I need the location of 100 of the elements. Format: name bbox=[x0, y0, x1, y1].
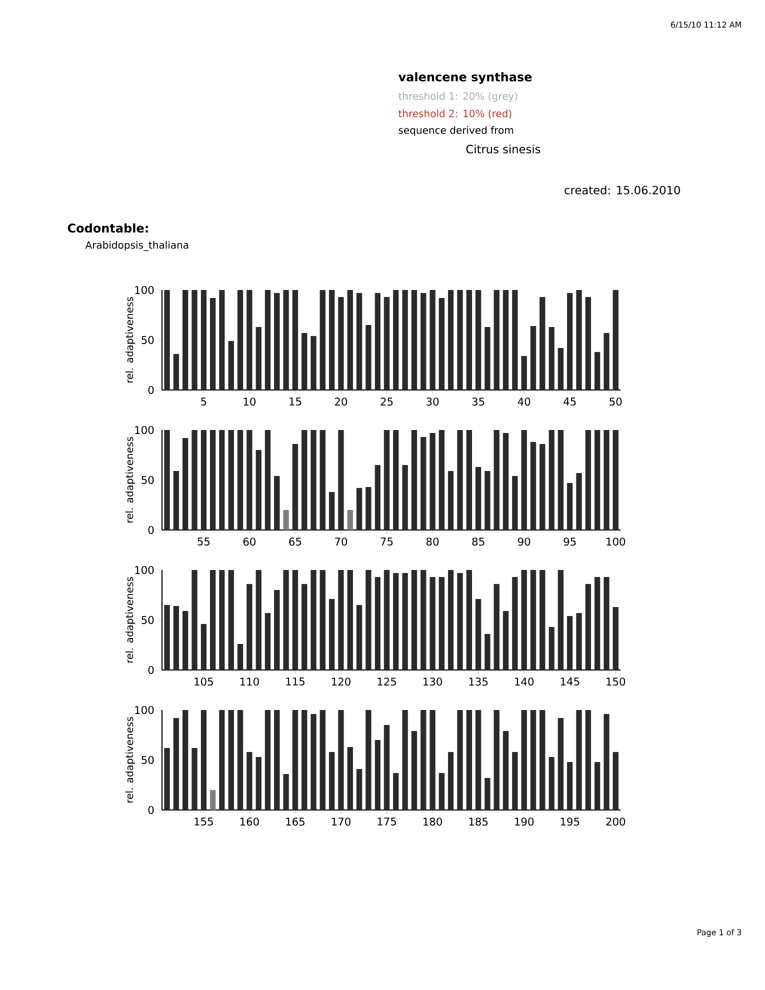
bar bbox=[256, 757, 262, 810]
bar bbox=[246, 584, 252, 670]
bar bbox=[457, 430, 463, 530]
bar bbox=[484, 326, 490, 390]
x-tick-label: 25 bbox=[380, 398, 393, 406]
y-tick-label: 0 bbox=[148, 526, 154, 534]
bar bbox=[612, 607, 618, 670]
bar bbox=[512, 476, 518, 530]
bar bbox=[438, 430, 445, 530]
x-tick-label: 50 bbox=[610, 398, 622, 406]
bar bbox=[430, 576, 436, 670]
y-tick-label: 0 bbox=[148, 386, 154, 394]
bar bbox=[256, 570, 262, 670]
bar bbox=[292, 444, 298, 530]
x-tick-label: 65 bbox=[289, 538, 302, 546]
bar bbox=[521, 430, 527, 530]
bar bbox=[320, 710, 326, 810]
x-tick-label: 140 bbox=[515, 678, 534, 686]
bar bbox=[475, 290, 482, 390]
bar bbox=[402, 464, 408, 530]
bar bbox=[604, 714, 610, 810]
text: Arabidopsis_thaliana bbox=[85, 241, 188, 251]
bar bbox=[393, 773, 399, 810]
bar bbox=[200, 290, 206, 390]
bar bbox=[384, 570, 390, 670]
x-tick-label: 190 bbox=[515, 818, 534, 826]
x-tick-label: 20 bbox=[334, 398, 348, 406]
bar bbox=[448, 470, 454, 530]
bar bbox=[402, 710, 408, 810]
bar bbox=[530, 442, 536, 530]
y-tick-label: 50 bbox=[142, 476, 154, 484]
y-tick-label: 50 bbox=[142, 336, 154, 344]
x-tick-label: 160 bbox=[240, 818, 259, 826]
bar bbox=[274, 292, 280, 390]
bar bbox=[576, 290, 582, 390]
y-tick-label: 100 bbox=[135, 706, 154, 714]
x-tick-label: 75 bbox=[380, 538, 393, 546]
bar bbox=[347, 747, 353, 810]
bar bbox=[228, 340, 234, 390]
bar bbox=[530, 326, 536, 390]
y-tick-label: 50 bbox=[142, 756, 154, 764]
bar bbox=[192, 290, 198, 390]
bar bbox=[502, 290, 509, 390]
bar bbox=[338, 430, 344, 530]
bar bbox=[164, 604, 170, 670]
bar bbox=[604, 430, 610, 530]
bar bbox=[594, 762, 600, 810]
bar bbox=[567, 616, 573, 670]
bar bbox=[228, 570, 234, 670]
bar bbox=[366, 487, 372, 530]
bar bbox=[411, 430, 418, 530]
bar bbox=[494, 584, 500, 670]
bar bbox=[502, 432, 509, 530]
x-tick-label: 55 bbox=[198, 538, 210, 546]
bar bbox=[430, 710, 436, 810]
y-tick-label: 50 bbox=[142, 616, 154, 624]
bar bbox=[246, 430, 252, 530]
bar bbox=[310, 570, 316, 670]
bar bbox=[274, 710, 280, 810]
bar bbox=[484, 470, 490, 530]
x-tick-label: 45 bbox=[564, 398, 576, 406]
x-tick-label: 195 bbox=[560, 818, 580, 826]
bar bbox=[494, 710, 500, 810]
bar bbox=[457, 572, 463, 670]
bar bbox=[594, 430, 600, 530]
x-tick-label: 40 bbox=[518, 398, 530, 406]
bar bbox=[237, 290, 244, 390]
bar bbox=[494, 430, 500, 530]
bar bbox=[374, 576, 380, 670]
text: sequence derived from bbox=[398, 126, 514, 136]
y-axis-title: rel. adaptiveness bbox=[125, 717, 136, 803]
bar bbox=[338, 296, 344, 390]
bar bbox=[173, 470, 180, 530]
bar bbox=[604, 576, 610, 670]
bar bbox=[512, 752, 518, 810]
bar bbox=[585, 430, 592, 530]
bar bbox=[264, 710, 271, 810]
bar bbox=[366, 570, 372, 670]
bar bbox=[366, 710, 372, 810]
bar bbox=[521, 710, 527, 810]
bar bbox=[164, 290, 170, 390]
bar bbox=[540, 296, 546, 390]
bar bbox=[558, 430, 564, 530]
bar bbox=[612, 430, 618, 530]
x-tick-label: 170 bbox=[332, 818, 350, 826]
bar bbox=[585, 296, 592, 390]
bar bbox=[219, 570, 225, 670]
text: threshold 2: 10% (red) bbox=[398, 110, 512, 118]
y-axis-title: rel. adaptiveness bbox=[125, 437, 136, 523]
bar bbox=[219, 710, 225, 810]
bar bbox=[558, 348, 564, 390]
bar bbox=[210, 570, 216, 670]
bar bbox=[448, 570, 454, 670]
bar bbox=[411, 290, 418, 390]
bar bbox=[356, 769, 362, 810]
bar bbox=[256, 450, 262, 530]
bar bbox=[448, 752, 454, 810]
bar bbox=[173, 718, 180, 810]
x-tick-label: 10 bbox=[244, 398, 256, 406]
bar bbox=[338, 710, 344, 810]
